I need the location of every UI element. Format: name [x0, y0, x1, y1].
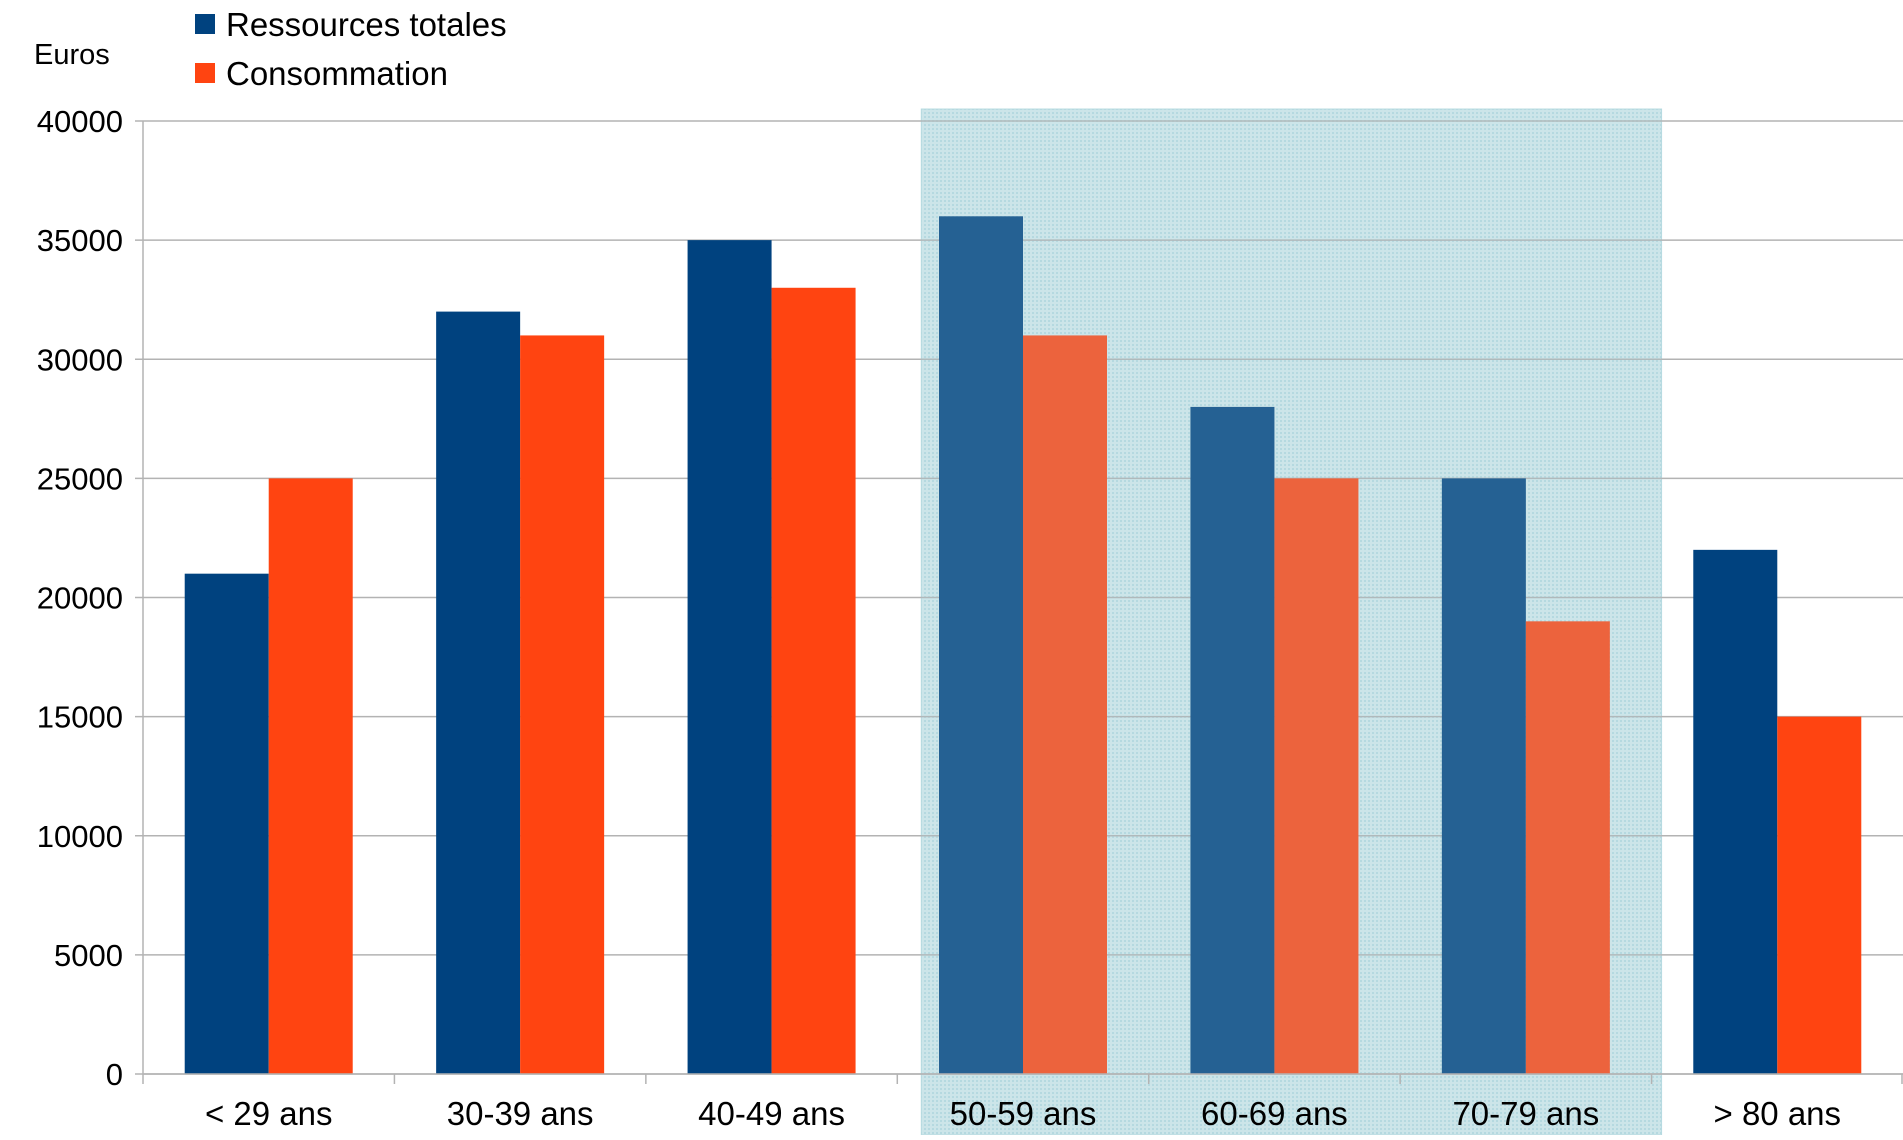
highlight-overlay: [921, 109, 1662, 1135]
x-tick-label: > 80 ans: [1714, 1095, 1842, 1132]
y-tick-label: 30000: [37, 342, 123, 377]
legend-swatch-1: [195, 63, 215, 83]
bar-ressources: [184, 573, 269, 1074]
y-tick-label: 0: [106, 1057, 123, 1092]
y-tick-label: 10000: [37, 819, 123, 854]
bar-consommation: [1777, 716, 1862, 1074]
y-tick-label: 40000: [37, 104, 123, 139]
x-tick-label: 70-79 ans: [1452, 1095, 1599, 1132]
y-tick-label: 25000: [37, 461, 123, 496]
bar-consommation: [1274, 478, 1359, 1074]
bar-consommation: [520, 335, 605, 1074]
bar-ressources: [1693, 549, 1778, 1074]
y-tick-label: 20000: [37, 581, 123, 616]
legend-label-0: Ressources totales: [226, 6, 507, 43]
bar-consommation: [1525, 621, 1610, 1074]
bar-ressources: [1190, 406, 1275, 1074]
bar-ressources: [436, 311, 521, 1075]
x-tick-label: 40-49 ans: [698, 1095, 845, 1132]
bar-consommation: [1023, 335, 1107, 1074]
x-tick-label: 30-39 ans: [447, 1095, 594, 1132]
x-tick-label: < 29 ans: [205, 1095, 333, 1132]
x-tick-label: 50-59 ans: [950, 1095, 1097, 1132]
bar-ressources: [939, 216, 1023, 1075]
bar-consommation: [771, 287, 856, 1074]
legend-swatch-0: [195, 14, 215, 34]
y-tick-label: 15000: [37, 700, 123, 735]
x-tick-label: 60-69 ans: [1201, 1095, 1348, 1132]
bar-ressources: [1441, 478, 1526, 1074]
bar-consommation: [268, 478, 353, 1074]
legend-label-1: Consommation: [226, 55, 448, 92]
y-tick-label: 5000: [54, 938, 123, 973]
bar-ressources: [687, 240, 772, 1074]
y-tick-label: 35000: [37, 223, 123, 258]
y-axis-label: Euros: [34, 39, 110, 71]
